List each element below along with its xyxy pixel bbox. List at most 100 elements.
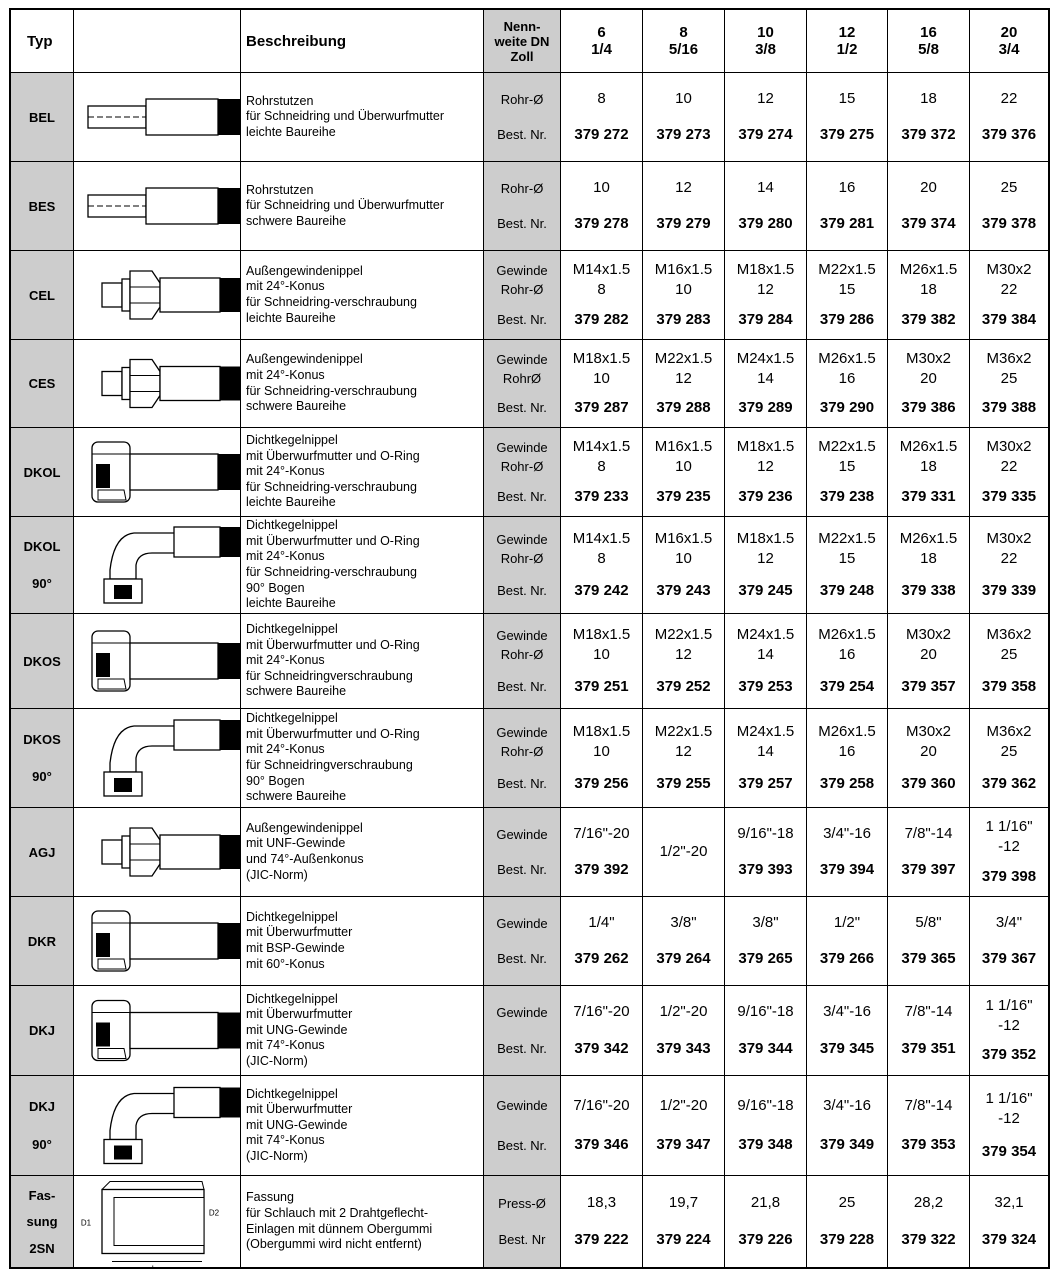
order-number: 379 367	[981, 950, 1037, 967]
image-cell: D1 D2 L	[73, 1175, 241, 1268]
description-line: mit 24°-Konus	[246, 653, 325, 668]
order-number: 379 338	[901, 582, 956, 599]
description-line: Dichtkegelnippel	[246, 1086, 338, 1101]
value-cell: M18x1.5 10 379 256	[560, 708, 643, 808]
header-nennweite: Nenn-weite DN Zoll	[483, 9, 561, 73]
description-line: mit 24°-Konus	[246, 464, 325, 479]
value-cell: 16 379 281	[806, 161, 888, 251]
type-cell: DKOS	[10, 613, 74, 709]
label-cell: Press-Ø Best. Nr	[483, 1175, 561, 1268]
fitting-drawing: D1 D2 L	[81, 1181, 220, 1267]
value-cell: 1/2" 379 266	[806, 896, 888, 986]
size-zoll: 5/8	[918, 41, 939, 58]
value-group: 9/16"-18	[737, 824, 793, 844]
order-label: Best. Nr.	[497, 216, 547, 232]
order-number: 379 394	[819, 861, 875, 878]
value-group: M26x1.5 18	[900, 260, 958, 300]
type-text: 90°	[32, 1137, 52, 1152]
description-line: Außengewindenippel	[246, 263, 363, 278]
value-group: 16	[839, 178, 856, 198]
value-text: 10	[593, 179, 610, 196]
value-group: 9/16"-18	[737, 1096, 793, 1116]
value-text: M26x1.5	[818, 722, 876, 740]
value-text: 15	[838, 281, 856, 299]
order-number: 379 254	[819, 677, 875, 695]
description-line: mit Überwurfmutter	[246, 1007, 353, 1022]
value-text: M16x1.5	[654, 438, 713, 456]
description-line: mit Überwurfmutter und O-Ring	[246, 533, 420, 548]
value-cell: 7/16"-20 379 346	[560, 1075, 643, 1176]
description-line: mit Überwurfmutter	[246, 1102, 353, 1117]
description-line: (JIC-Norm)	[246, 867, 308, 882]
order-label: Best. Nr.	[497, 127, 547, 143]
size-zoll: 1/2	[836, 41, 858, 58]
value-text: 1 1/16"	[985, 818, 1033, 836]
label-text: RohrØ	[502, 371, 542, 386]
drawing-part	[129, 827, 161, 877]
value-group: M14x1.5 8	[573, 260, 631, 300]
order-number: 379 374	[901, 215, 956, 232]
value-group: 3/4"-16	[823, 1096, 871, 1116]
value-text: 8	[597, 90, 606, 107]
value-group: M18x1.5 10	[573, 349, 631, 389]
value-text: 25	[1000, 179, 1018, 196]
value-group: M30x2 22	[986, 260, 1031, 300]
value-cell: 7/8"-14 379 351	[887, 985, 970, 1076]
label-cell: Gewinde Rohr-Ø Best. Nr.	[483, 250, 561, 340]
value-group: M30x2 20	[906, 722, 951, 762]
order-number: 379 331	[901, 487, 956, 505]
order-number: 379 344	[738, 1039, 793, 1057]
order-number: 379 253	[738, 677, 793, 695]
image-cell	[73, 250, 241, 340]
value-text: 14	[757, 742, 774, 760]
value-group: M22x1.5 12	[655, 349, 713, 389]
label-text: Gewinde	[496, 352, 548, 367]
description-line: für Schneidring und Überwurfmutter	[246, 198, 445, 213]
value-group: 1/2"-20	[660, 842, 708, 862]
value-text: M30x2	[986, 530, 1032, 547]
order-number: 379 224	[656, 1231, 711, 1248]
value-text: 10	[593, 646, 610, 664]
value-text: 10	[593, 370, 610, 387]
order-number: 379 235	[656, 487, 711, 505]
type-text: AGJ	[28, 844, 56, 860]
value-text: 12	[757, 458, 774, 476]
value-group: 28,2	[914, 1193, 943, 1213]
value-cell: 15 379 275	[806, 72, 888, 162]
value-cell: M18x1.5 10 379 287	[560, 339, 643, 428]
drawing-part	[218, 923, 240, 959]
value-text: 7/8"-14	[904, 1003, 953, 1021]
description-line: für Schneidringverschraubung	[246, 758, 413, 772]
type-cell: AGJ	[10, 807, 74, 897]
header-text: Typ	[27, 32, 53, 50]
value-group: M18x1.5 12	[737, 437, 795, 477]
drawing-label: D2	[209, 1209, 220, 1218]
value-group: M22x1.5 15	[818, 529, 876, 569]
description-cell: Dichtkegelnippel mit Überwurfmutter und O…	[240, 613, 484, 709]
order-number: 379 360	[901, 775, 956, 793]
order-number: 379 272	[574, 126, 629, 143]
value-cell: 1 1/16" -12 379 398	[969, 807, 1049, 897]
order-number: 379 262	[574, 950, 629, 967]
order-number: 379 275	[819, 126, 875, 143]
order-number: 379 322	[901, 1231, 956, 1248]
drawing-part	[220, 278, 240, 312]
order-number: 379 339	[981, 582, 1037, 599]
value-text: 20	[920, 646, 937, 664]
value-text: 18	[920, 550, 937, 567]
type-text: DKJ	[28, 1023, 55, 1038]
value-text: 15	[838, 90, 856, 107]
order-number: 379 287	[574, 399, 629, 416]
label-text: Rohr-Ø	[500, 647, 544, 663]
label-group: Gewinde	[496, 914, 547, 933]
type-text: DKOS	[23, 653, 61, 669]
value-group: 18,3	[587, 1193, 616, 1213]
value-text: 1/2"-20	[659, 1096, 708, 1114]
value-group: 1/4"	[588, 913, 614, 933]
type-cell: BES	[10, 161, 74, 251]
image-cell	[73, 708, 241, 808]
value-group: 25	[1001, 178, 1018, 198]
value-text: M22x1.5	[654, 350, 713, 367]
description-line: mit 74°-Konus	[246, 1133, 325, 1148]
label-cell: Gewinde Best. Nr.	[483, 896, 561, 986]
